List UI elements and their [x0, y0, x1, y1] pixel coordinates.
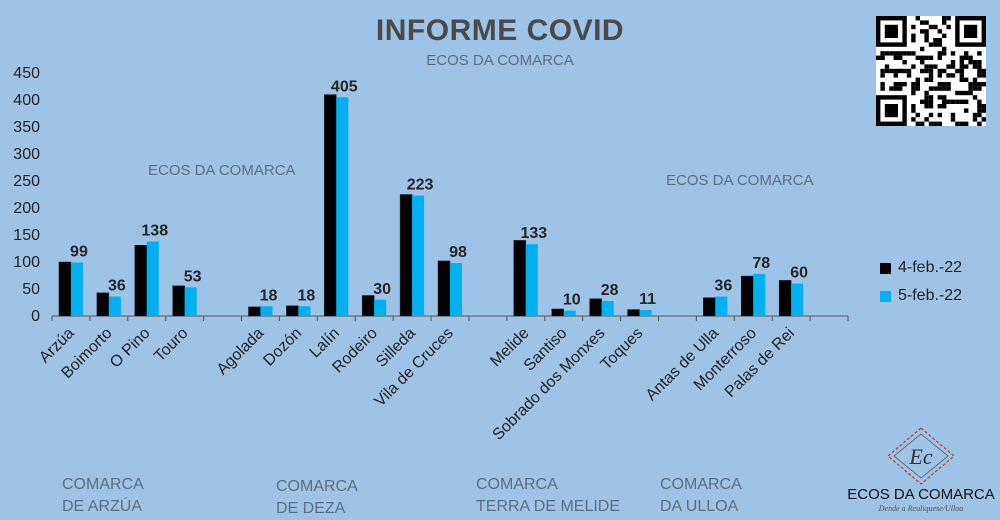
- bar-series2: [184, 287, 197, 316]
- data-label: 30: [373, 281, 391, 298]
- y-tick-label: 100: [13, 254, 40, 271]
- data-label: 405: [331, 78, 358, 95]
- bar-series2: [753, 273, 766, 316]
- bar-series2: [715, 296, 728, 316]
- data-label: 223: [407, 177, 434, 194]
- x-tick-label: O Pino: [107, 325, 154, 372]
- bar-series1: [627, 309, 640, 317]
- qr-code-icon: [876, 16, 986, 126]
- data-label: 78: [752, 255, 770, 272]
- x-tick-label: Toques: [598, 325, 647, 374]
- bar-series2: [70, 262, 83, 316]
- bar-series2: [412, 195, 425, 316]
- data-label: 36: [108, 278, 126, 295]
- bar-series1: [703, 297, 716, 317]
- bar-series2: [525, 244, 538, 316]
- bar-series1: [96, 292, 110, 317]
- watermark-text: ECOS DA COMARCA: [148, 162, 296, 179]
- bar-series2: [260, 306, 273, 316]
- y-tick-label: 400: [13, 92, 40, 109]
- data-label: 98: [449, 244, 467, 261]
- logo-mark: Ec: [908, 444, 932, 469]
- bar-series1: [286, 305, 299, 317]
- logo-name: ECOS DA COMARCA: [847, 486, 995, 503]
- bar-series1: [361, 295, 375, 317]
- data-label: 53: [184, 268, 202, 285]
- legend-item-series1: 4-feb.-22: [880, 254, 962, 282]
- legend: 4-feb.-22 5-feb.-22: [880, 254, 962, 310]
- y-tick-label: 0: [31, 308, 40, 325]
- bar-series2: [146, 241, 159, 316]
- bar-series1: [740, 275, 754, 317]
- data-label: 10: [563, 292, 581, 309]
- bar-series1: [134, 245, 148, 317]
- data-label: 36: [714, 278, 732, 295]
- group-label-arzua: COMARCA DE ARZÚA: [62, 476, 144, 515]
- legend-swatch: [880, 290, 891, 302]
- bar-series1: [248, 306, 261, 317]
- bar-series2: [336, 97, 349, 316]
- bar-series1: [778, 280, 792, 317]
- chart-subtitle: ECOS DA COMARCA: [426, 52, 574, 69]
- y-tick-label: 300: [13, 146, 40, 163]
- bar-series1: [399, 194, 413, 317]
- legend-label: 4-feb.-22: [898, 259, 963, 276]
- bar-series2: [563, 310, 576, 316]
- bar-series1: [437, 260, 451, 317]
- data-label: 18: [297, 287, 315, 304]
- bar-series2: [298, 306, 311, 316]
- bar-series1: [513, 240, 527, 317]
- data-label: 60: [790, 265, 808, 282]
- data-label: 138: [141, 222, 168, 239]
- bar-series1: [58, 261, 72, 317]
- legend-label: 5-feb.-22: [898, 287, 963, 304]
- legend-swatch: [880, 262, 891, 274]
- data-label: 11: [639, 291, 656, 308]
- data-label: 133: [520, 225, 547, 242]
- bar-series2: [639, 310, 652, 316]
- bar-series1: [589, 298, 602, 317]
- logo-tagline: Dende a Reuliquese/Ulloa: [878, 504, 964, 513]
- data-label: 99: [70, 244, 88, 261]
- y-tick-label: 350: [13, 119, 40, 136]
- y-tick-label: 450: [13, 65, 40, 82]
- legend-item-series2: 5-feb.-22: [880, 282, 962, 310]
- y-tick-label: 250: [13, 173, 40, 190]
- bar-series2: [108, 296, 121, 316]
- data-label: 28: [601, 282, 619, 299]
- data-label: 18: [260, 287, 278, 304]
- chart-title: INFORME COVID: [375, 14, 625, 47]
- group-label-deza: COMARCA DE DEZA: [276, 478, 358, 517]
- group-label-melide: COMARCA TERRA DE MELIDE: [476, 476, 621, 515]
- bar-series1: [172, 285, 185, 317]
- bar-series2: [601, 300, 614, 316]
- x-tick-label: Touro: [151, 325, 191, 365]
- bar-series1: [324, 94, 337, 317]
- x-tick-label: Agolada: [214, 325, 268, 379]
- y-tick-label: 50: [22, 281, 40, 298]
- bar-series2: [374, 299, 387, 316]
- bar-series2: [791, 283, 804, 316]
- group-label-ulloa: COMARCA DA ULLOA: [660, 476, 742, 515]
- watermark-text: ECOS DA COMARCA: [666, 172, 814, 189]
- y-tick-label: 200: [13, 200, 40, 217]
- logo: Ec ECOS DA COMARCA Dende a Reuliquese/Ul…: [846, 424, 996, 518]
- bar-series2: [450, 263, 462, 316]
- logo-diamond-icon: Ec: [887, 427, 955, 485]
- x-tick-label: Dozón: [260, 325, 305, 370]
- bar-series1: [551, 308, 564, 317]
- y-tick-label: 150: [13, 227, 40, 244]
